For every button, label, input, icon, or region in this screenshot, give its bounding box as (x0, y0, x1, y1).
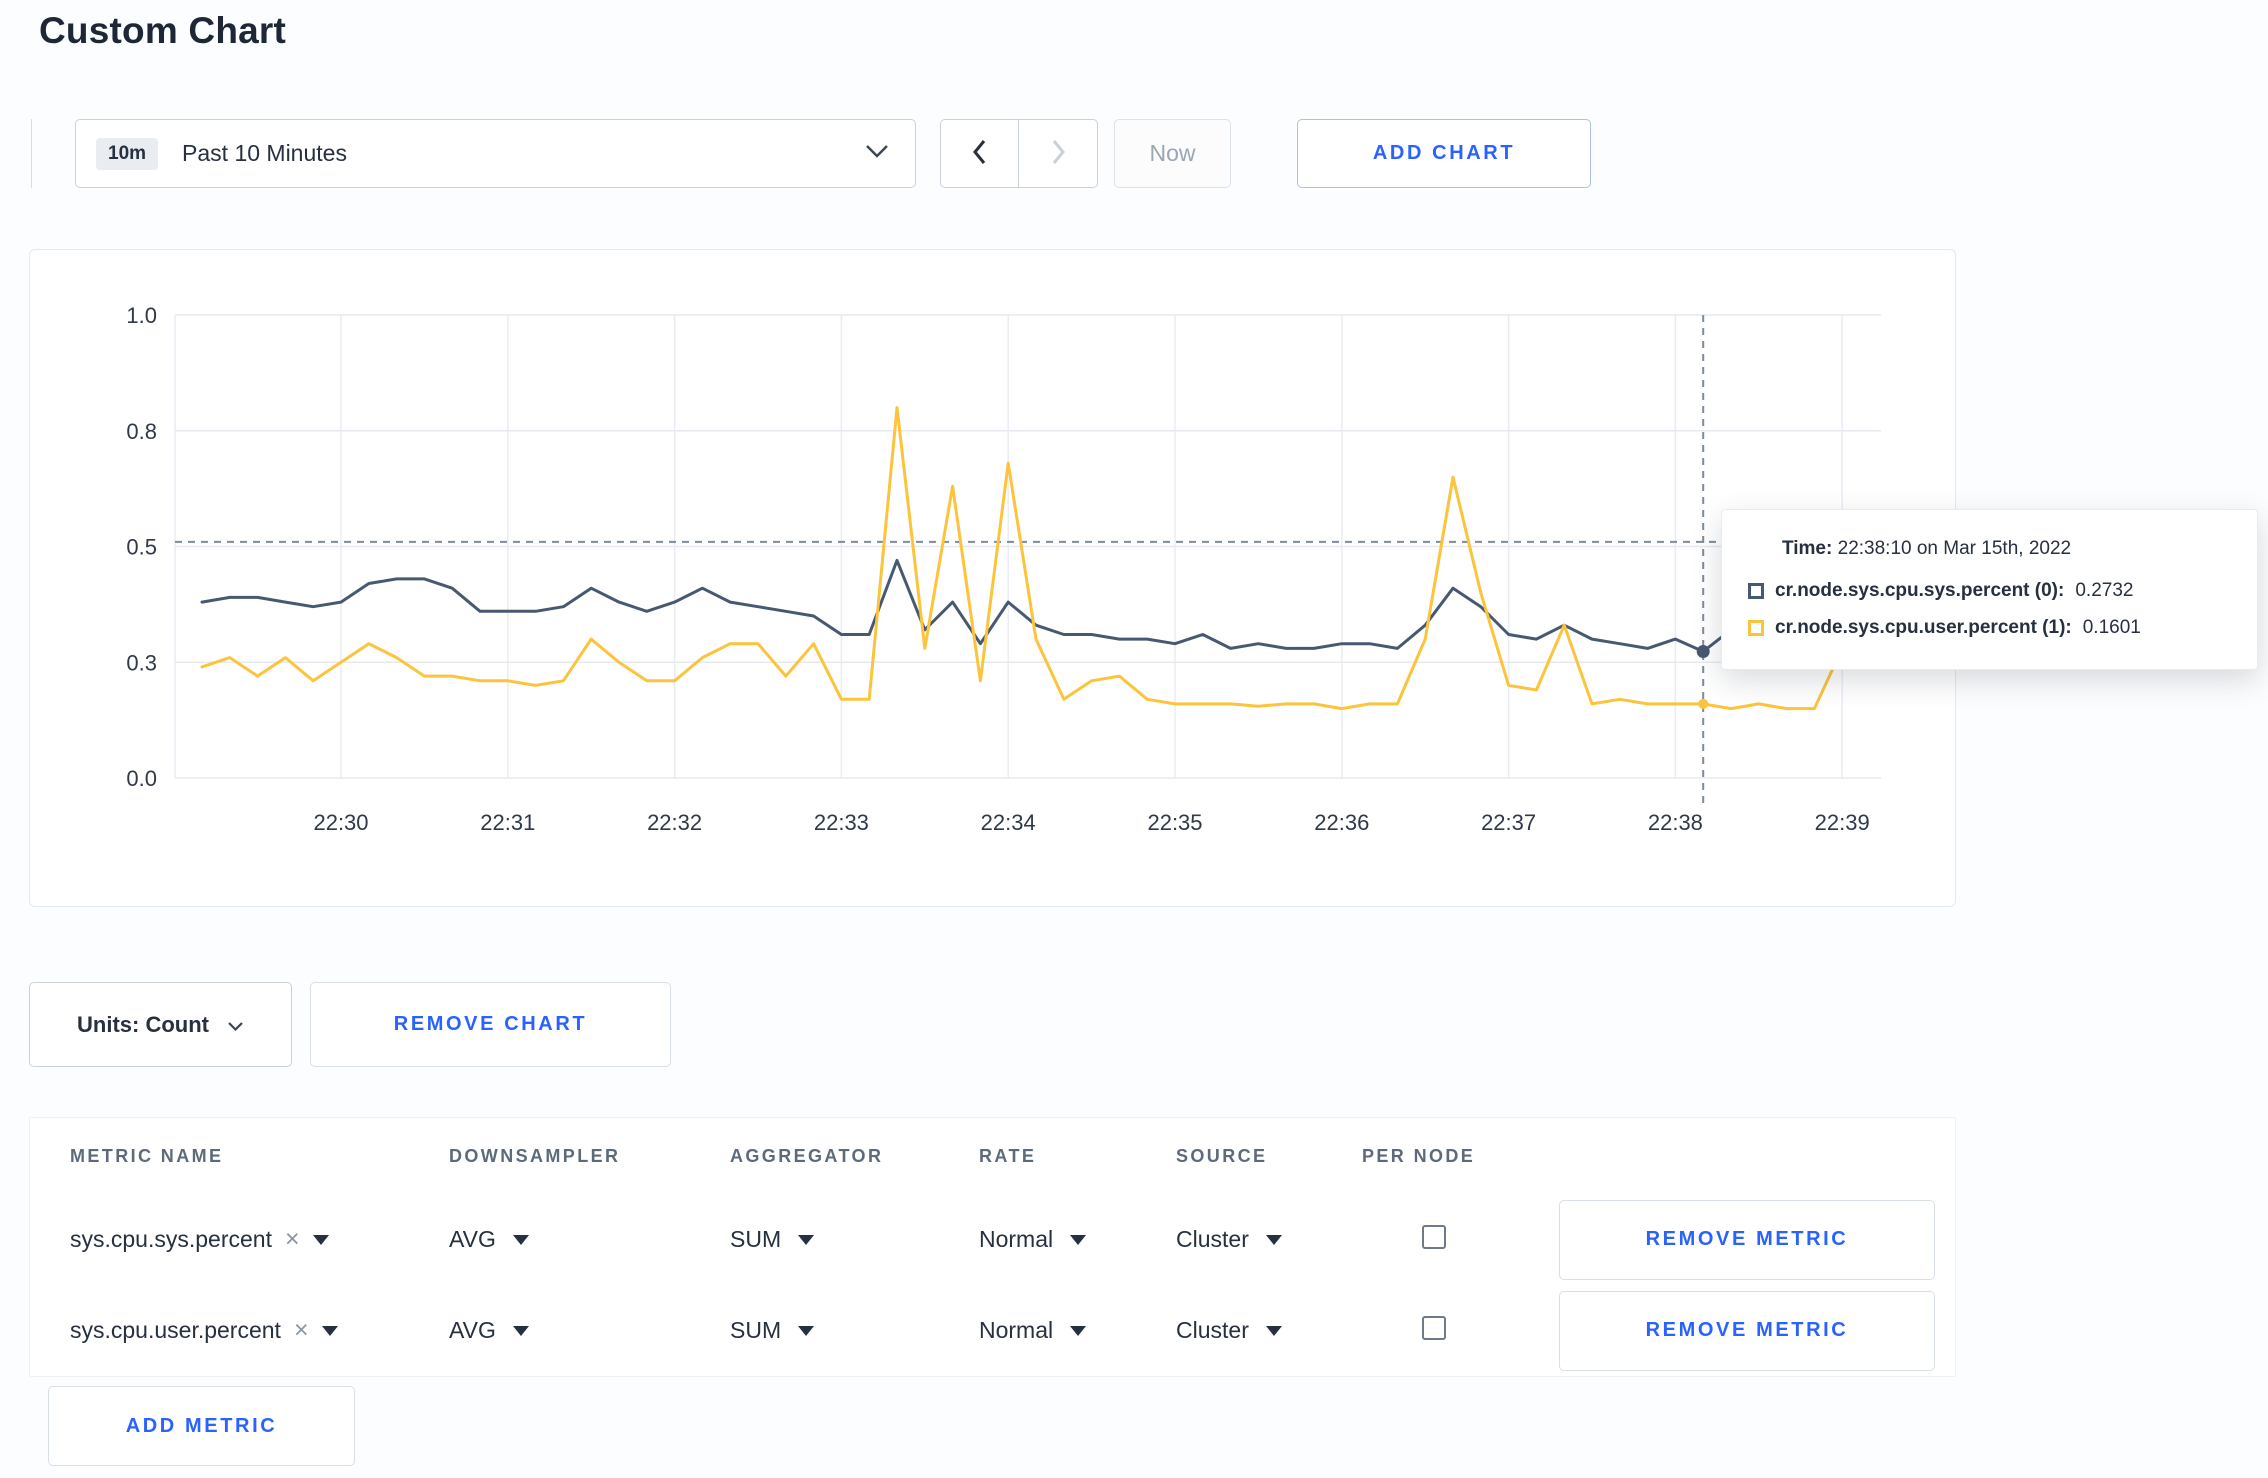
downsampler-select[interactable]: AVG (449, 1226, 730, 1253)
tooltip-series-row: cr.node.sys.cpu.sys.percent (0): 0.2732 (1748, 580, 2231, 602)
svg-text:22:37: 22:37 (1481, 810, 1536, 835)
svg-text:0.8: 0.8 (126, 419, 157, 444)
col-header-per-node: PER NODE (1362, 1145, 1476, 1166)
downsampler-value: AVG (449, 1317, 496, 1343)
metrics-table-header: METRIC NAME DOWNSAMPLER AGGREGATOR RATE … (30, 1118, 1955, 1194)
svg-text:22:39: 22:39 (1815, 810, 1870, 835)
per-node-checkbox[interactable] (1422, 1316, 1446, 1340)
tooltip-time-row: Time: 22:38:10 on Mar 15th, 2022 (1748, 538, 2231, 560)
chevron-down-icon (798, 1325, 815, 1336)
tooltip-series-label: cr.node.sys.cpu.sys.percent (0): (1775, 580, 2065, 601)
svg-text:22:36: 22:36 (1314, 810, 1369, 835)
prev-range-button[interactable] (940, 119, 1019, 188)
svg-text:0.0: 0.0 (126, 766, 157, 791)
col-header-source: SOURCE (1176, 1145, 1268, 1166)
chevron-down-icon[interactable] (321, 1325, 338, 1336)
svg-text:0.5: 0.5 (126, 535, 157, 560)
metric-name-select[interactable]: sys.cpu.sys.percent × (70, 1226, 449, 1253)
clear-icon[interactable]: × (293, 1316, 309, 1344)
time-range-label: Past 10 Minutes (182, 140, 347, 166)
series-swatch-icon (1748, 620, 1764, 636)
add-metric-button[interactable]: ADD METRIC (48, 1386, 355, 1466)
chevron-down-icon (1265, 1234, 1282, 1245)
metric-name-value: sys.cpu.user.percent (70, 1317, 281, 1343)
metric-name-value: sys.cpu.sys.percent (70, 1226, 272, 1252)
chevron-down-icon (798, 1234, 815, 1245)
time-range-badge: 10m (96, 137, 159, 170)
rate-select[interactable]: Normal (979, 1226, 1176, 1253)
source-value: Cluster (1176, 1317, 1249, 1343)
aggregator-value: SUM (730, 1317, 782, 1343)
series-swatch-icon (1748, 583, 1764, 599)
aggregator-value: SUM (730, 1226, 782, 1252)
remove-chart-button[interactable]: REMOVE CHART (310, 982, 671, 1067)
svg-text:22:35: 22:35 (1147, 810, 1202, 835)
add-chart-button[interactable]: ADD CHART (1297, 119, 1591, 188)
rate-select[interactable]: Normal (979, 1317, 1176, 1344)
svg-text:22:34: 22:34 (981, 810, 1036, 835)
chart-tooltip: Time: 22:38:10 on Mar 15th, 2022 cr.node… (1721, 509, 2258, 670)
units-dropdown[interactable]: Units: Count (29, 982, 292, 1067)
col-header-metric-name: METRIC NAME (70, 1145, 224, 1166)
chevron-down-icon (512, 1234, 529, 1245)
chevron-down-icon (1265, 1325, 1282, 1336)
chevron-right-icon (1048, 137, 1068, 170)
col-header-aggregator: AGGREGATOR (730, 1145, 884, 1166)
rate-value: Normal (979, 1317, 1054, 1343)
tooltip-series-value: 0.1601 (2082, 617, 2141, 638)
col-header-rate: RATE (979, 1145, 1037, 1166)
source-select[interactable]: Cluster (1176, 1226, 1362, 1253)
tooltip-time-value: 22:38:10 on Mar 15th, 2022 (1837, 538, 2072, 559)
metrics-table: METRIC NAME DOWNSAMPLER AGGREGATOR RATE … (29, 1117, 1956, 1377)
svg-text:22:38: 22:38 (1648, 810, 1703, 835)
toolbar-divider (31, 119, 32, 188)
chevron-down-icon (1070, 1325, 1087, 1336)
chevron-down-icon (512, 1325, 529, 1336)
now-button[interactable]: Now (1114, 119, 1231, 188)
tooltip-series-value: 0.2732 (2075, 580, 2134, 601)
chevron-down-icon (865, 144, 889, 164)
svg-text:22:33: 22:33 (814, 810, 869, 835)
remove-metric-button[interactable]: REMOVE METRIC (1559, 1199, 1935, 1280)
svg-text:22:30: 22:30 (313, 810, 368, 835)
source-value: Cluster (1176, 1226, 1249, 1252)
chart-card: 22:30 22:31 22:32 22:33 22:34 22:35 22:36 22:37… (29, 249, 1956, 907)
chevron-left-icon (970, 137, 990, 170)
table-row: sys.cpu.user.percent × AVG SUM Normal Cl… (30, 1285, 1955, 1376)
units-label: Units: Count (77, 1011, 209, 1037)
svg-text:22:31: 22:31 (480, 810, 535, 835)
svg-text:22:32: 22:32 (647, 810, 702, 835)
downsampler-value: AVG (449, 1226, 496, 1252)
col-header-downsampler: DOWNSAMPLER (449, 1145, 621, 1166)
tooltip-series-row: cr.node.sys.cpu.user.percent (1): 0.1601 (1748, 617, 2231, 639)
chevron-down-icon (1070, 1234, 1087, 1245)
downsampler-select[interactable]: AVG (449, 1317, 730, 1344)
svg-text:1.0: 1.0 (126, 303, 157, 328)
metric-name-select[interactable]: sys.cpu.user.percent × (70, 1317, 449, 1344)
page-title: Custom Chart (39, 10, 287, 51)
remove-metric-button[interactable]: REMOVE METRIC (1559, 1290, 1935, 1371)
chevron-down-icon[interactable] (312, 1234, 329, 1245)
metrics-line-chart[interactable]: 22:30 22:31 22:32 22:33 22:34 22:35 22:36 22:37… (30, 250, 1955, 904)
chevron-down-icon (227, 1012, 244, 1038)
time-pager (940, 119, 1098, 188)
aggregator-select[interactable]: SUM (730, 1226, 979, 1253)
next-range-button[interactable] (1019, 119, 1098, 188)
clear-icon[interactable]: × (284, 1225, 300, 1253)
rate-value: Normal (979, 1226, 1054, 1252)
per-node-checkbox[interactable] (1422, 1225, 1446, 1249)
aggregator-select[interactable]: SUM (730, 1317, 979, 1344)
source-select[interactable]: Cluster (1176, 1317, 1362, 1344)
time-range-dropdown[interactable]: 10m Past 10 Minutes (75, 119, 916, 188)
tooltip-time-label: Time: (1782, 538, 1833, 559)
table-row: sys.cpu.sys.percent × AVG SUM Normal Clu… (30, 1194, 1955, 1285)
tooltip-series-label: cr.node.sys.cpu.user.percent (1): (1775, 617, 2072, 638)
svg-text:0.3: 0.3 (126, 650, 157, 675)
